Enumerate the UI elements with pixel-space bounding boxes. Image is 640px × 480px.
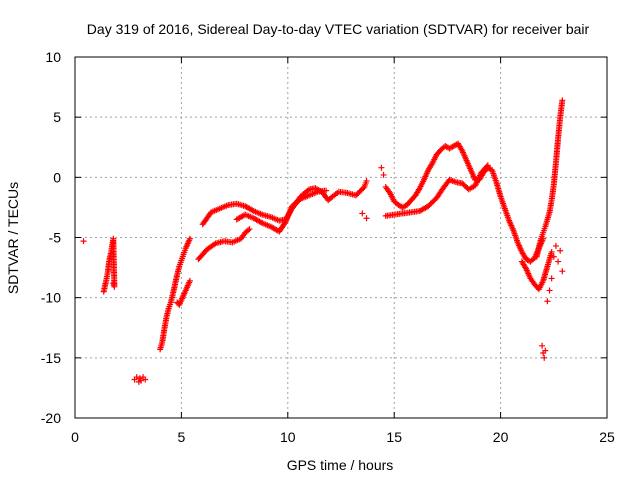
data-point-main-upper [360, 185, 367, 192]
data-point-late-scatter [557, 247, 564, 254]
data-points [80, 97, 566, 385]
data-point-late-scatter [548, 275, 555, 282]
y-tick-label: -10 [41, 290, 61, 306]
data-point-low-cluster [137, 377, 144, 384]
data-point-main-upper [363, 177, 370, 184]
data-point-late-lower [484, 162, 491, 169]
axis-ticks [74, 56, 608, 419]
data-point-late-low-cluster [542, 347, 549, 354]
data-point-late-rise [559, 97, 566, 104]
data-point-late-scatter [546, 287, 553, 294]
y-tick-label: -15 [41, 350, 61, 366]
data-point-late-scatter [544, 298, 551, 305]
data-point-early-segment [110, 280, 117, 287]
data-point-main-mid [323, 187, 330, 194]
data-point-late-scatter [559, 268, 566, 275]
y-tick-label: 10 [45, 49, 61, 65]
y-tick-label: 5 [53, 109, 61, 125]
data-point-late-dip [548, 248, 555, 255]
x-tick-label: 20 [493, 429, 509, 445]
data-point-rise-segment-b [186, 277, 193, 284]
data-point-gap-points [363, 215, 370, 222]
tick-labels: 0 5 10 15 20 25 -20 -15 -10 -5 0 5 10 [41, 49, 615, 445]
data-point-main-lower [246, 226, 253, 233]
data-point-late-lower [483, 163, 490, 170]
data-point-late-scatter [555, 258, 562, 265]
data-point-isolated-early [80, 238, 87, 245]
x-tick-label: 0 [71, 429, 79, 445]
data-point-gap-points [380, 171, 387, 178]
data-point-late-low-cluster [539, 342, 546, 349]
chart-title: Day 319 of 2016, Sidereal Day-to-day VTE… [87, 21, 590, 37]
y-tick-label: 0 [53, 169, 61, 185]
data-point-late-low-cluster [541, 354, 548, 361]
data-point-gap-points [378, 164, 385, 171]
x-tick-label: 15 [386, 429, 402, 445]
x-tick-label: 10 [280, 429, 296, 445]
x-tick-label: 5 [178, 429, 186, 445]
data-point-late-scatter [550, 253, 557, 260]
y-tick-label: -20 [41, 410, 61, 426]
gridlines [75, 57, 607, 418]
data-point-low-cluster [133, 374, 140, 381]
data-point-low-cluster [142, 376, 149, 383]
x-tick-label: 25 [599, 429, 615, 445]
y-axis-label: SDTVAR / TECUs [5, 182, 21, 294]
y-tick-label: -5 [49, 230, 62, 246]
x-axis-label: GPS time / hours [287, 457, 394, 473]
data-point-late-scatter [552, 242, 559, 249]
data-point-rise-segment-a [186, 235, 193, 242]
data-point-gap-points [359, 210, 366, 217]
